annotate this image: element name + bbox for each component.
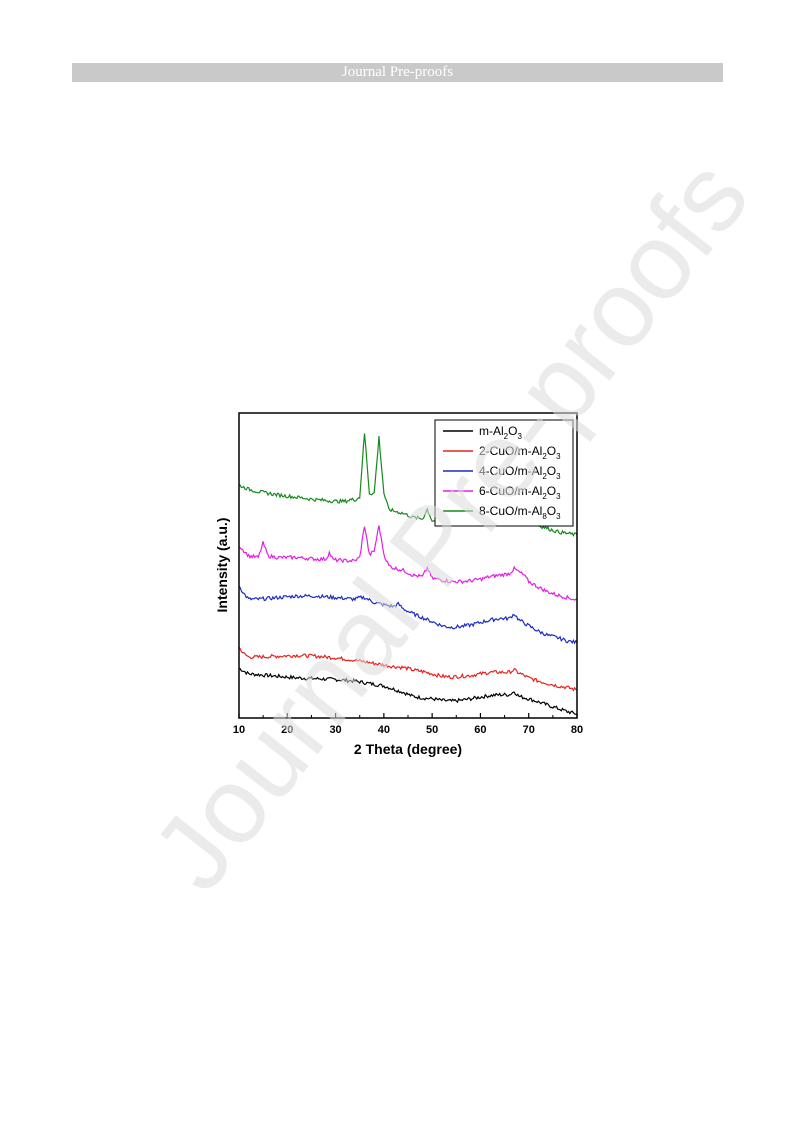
journal-header-bar: Journal Pre-proofs bbox=[72, 63, 723, 82]
x-tick-label: 30 bbox=[329, 724, 341, 736]
x-tick-label: 20 bbox=[281, 724, 293, 736]
legend-label-3: 6-CuO/m-Al2O3 bbox=[479, 484, 561, 501]
journal-header-title: Journal Pre-proofs bbox=[341, 64, 454, 80]
y-axis-title: Intensity (a.u.) bbox=[214, 518, 230, 613]
legend-label-0: m-Al2O3 bbox=[479, 424, 522, 441]
series-line-3 bbox=[238, 525, 578, 601]
legend: m-Al2O3 2-CuO/m-Al2O3 4-CuO/m-Al2O3 6-CuO/m… bbox=[434, 419, 574, 527]
legend-label-2: 4-CuO/m-Al2O3 bbox=[479, 464, 561, 481]
x-tick-label: 80 bbox=[571, 724, 583, 736]
x-axis-ticks: 10 20 30 40 50 60 70 80 bbox=[233, 713, 583, 736]
x-tick-label: 40 bbox=[378, 724, 390, 736]
plot-lines bbox=[238, 433, 578, 715]
series-line-0 bbox=[238, 667, 578, 715]
x-tick-label: 60 bbox=[474, 724, 486, 736]
series-line-1 bbox=[238, 646, 578, 692]
xrd-chart: 10 20 30 40 50 60 70 80 2 Theta (degree) Intens… bbox=[214, 412, 583, 757]
x-tick-label: 70 bbox=[523, 724, 535, 736]
legend-box bbox=[434, 419, 574, 527]
x-tick-label: 50 bbox=[426, 724, 438, 736]
x-axis-title: 2 Theta (degree) bbox=[354, 741, 462, 757]
series-line-2 bbox=[238, 586, 578, 645]
legend-label-1: 2-CuO/m-Al2O3 bbox=[479, 444, 561, 461]
x-tick-label: 10 bbox=[233, 724, 245, 736]
legend-label-4: 8-CuO/m-Al8O3 bbox=[479, 504, 561, 521]
